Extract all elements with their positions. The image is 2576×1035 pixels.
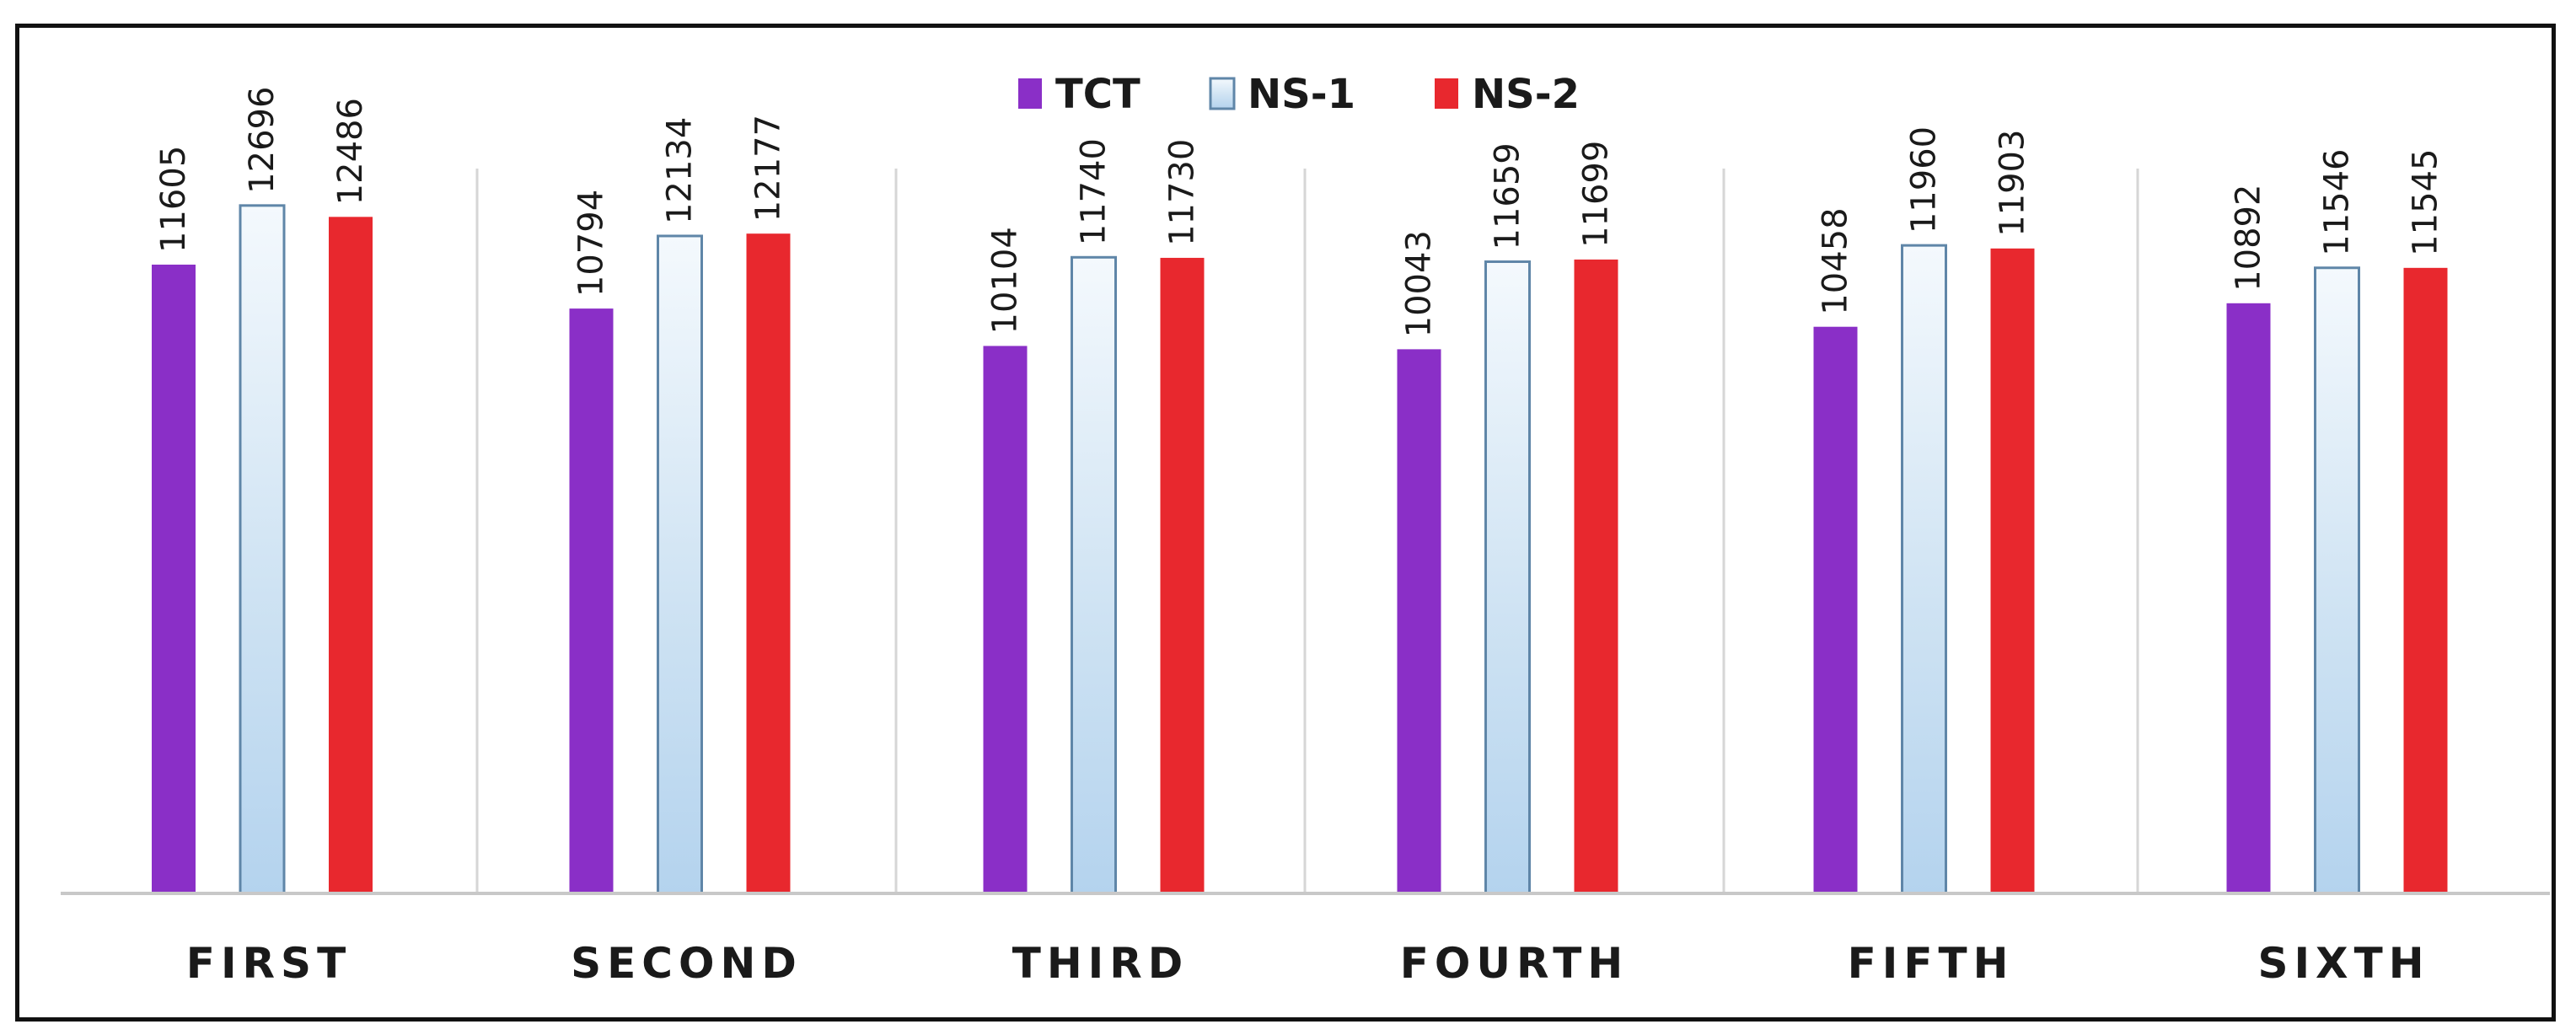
value-label: 11699: [1577, 141, 1616, 248]
value-label: 11903: [1994, 130, 2032, 237]
value-label: 10794: [572, 190, 611, 297]
bar-ns-2-third: [1160, 257, 1205, 893]
legend-label-ns-2: NS-2: [1472, 71, 1580, 118]
bar-ns-1-fifth: [1901, 244, 1947, 895]
value-label: 12486: [331, 98, 370, 205]
bar-ns-2-fifth: [1990, 248, 2035, 893]
value-label: 11546: [2318, 149, 2357, 256]
value-label: 10104: [986, 227, 1025, 334]
category-label-fourth: FOURTH: [1400, 939, 1629, 988]
legend-swatch-ns-2: [1435, 78, 1458, 109]
value-label: 12177: [749, 115, 788, 222]
category-label-third: THIRD: [1012, 939, 1189, 988]
bar-tct-first: [152, 264, 196, 893]
category-label-first: FIRST: [186, 939, 352, 988]
category-label-sixth: SIXTH: [2257, 939, 2429, 988]
value-label: 12696: [243, 87, 282, 194]
bar-tct-second: [569, 308, 614, 894]
bar-ns-1-first: [239, 204, 286, 895]
bar-ns-2-second: [746, 233, 791, 893]
value-label: 11960: [1905, 126, 1944, 233]
value-label: 11545: [2407, 149, 2445, 256]
value-label: 12134: [661, 117, 700, 224]
value-label: 11730: [1163, 139, 1202, 246]
bar-ns-2-fourth: [1574, 259, 1618, 894]
bar-ns-1-third: [1071, 255, 1117, 895]
bar-ns-2-first: [329, 217, 373, 893]
bar-tct-sixth: [2226, 303, 2271, 893]
value-label: 10458: [1817, 207, 1855, 314]
bar-ns-1-sixth: [2314, 266, 2360, 895]
bar-tct-fourth: [1397, 349, 1441, 894]
bar-tct-third: [983, 346, 1028, 893]
category-label-second: SECOND: [571, 939, 802, 988]
legend-label-tct: TCT: [1055, 71, 1140, 118]
legend-swatch-ns-1: [1209, 77, 1236, 110]
chart-frame: [15, 24, 2556, 1022]
value-label: 10892: [2230, 185, 2268, 292]
legend-swatch-tct: [1018, 78, 1042, 109]
value-label: 11740: [1075, 138, 1114, 245]
value-label: 11605: [154, 146, 193, 253]
bar-tct-fifth: [1813, 326, 1858, 893]
value-label: 10043: [1400, 230, 1439, 337]
legend-label-ns-1: NS-1: [1248, 71, 1355, 118]
category-label-fifth: FIFTH: [1848, 939, 2015, 988]
bar-ns-2-sixth: [2403, 267, 2448, 894]
bar-ns-1-second: [657, 234, 703, 895]
bar-ns-1-fourth: [1484, 260, 1531, 895]
value-label: 11659: [1489, 142, 1527, 249]
